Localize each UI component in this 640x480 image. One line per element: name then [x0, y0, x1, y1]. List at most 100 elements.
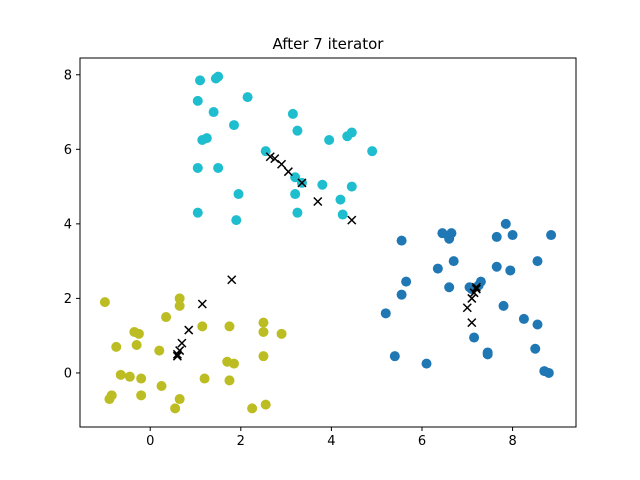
cluster-1-point — [432, 263, 443, 274]
cluster-0-point — [242, 92, 253, 103]
centroid-marker — [197, 299, 207, 309]
cluster-2-point — [111, 341, 122, 352]
centroid-marker — [467, 293, 477, 303]
cluster-1-point — [444, 282, 455, 293]
centroid-marker — [347, 215, 357, 225]
centroid-marker — [462, 303, 472, 313]
cluster-1-point — [491, 261, 502, 272]
cluster-1-point — [543, 367, 554, 378]
cluster-0-point — [337, 209, 348, 220]
centroid-marker — [297, 178, 307, 188]
cluster-0-point — [208, 107, 219, 118]
cluster-0-point — [213, 162, 224, 173]
y-tick-label: 8 — [64, 68, 72, 83]
cluster-1-point — [498, 300, 509, 311]
centroid-marker — [177, 338, 187, 348]
cluster-1-point — [444, 233, 455, 244]
y-tick-label: 2 — [64, 292, 72, 307]
cluster-0-point — [210, 73, 221, 84]
cluster-2-point — [136, 390, 147, 401]
y-tick-label: 6 — [64, 143, 72, 158]
cluster-2-point — [154, 345, 165, 356]
cluster-2-point — [229, 358, 240, 369]
cluster-0-point — [317, 179, 328, 190]
cluster-2-point — [131, 340, 142, 350]
cluster-2-point — [99, 297, 110, 308]
cluster-0-point — [231, 215, 242, 226]
cluster-0-point — [192, 162, 203, 173]
cluster-1-point — [396, 289, 407, 300]
cluster-1-point — [546, 230, 557, 241]
cluster-1-point — [448, 256, 459, 267]
centroid-marker — [270, 154, 280, 164]
cluster-2-point — [115, 369, 126, 380]
cluster-2-point — [224, 375, 235, 386]
cluster-2-point — [224, 321, 235, 332]
cluster-2-point — [174, 300, 185, 311]
x-tick-label: 8 — [508, 434, 516, 449]
centroid-marker — [283, 167, 293, 177]
centroid-marker — [277, 159, 287, 169]
x-tick-label: 4 — [327, 434, 335, 449]
cluster-2-point — [258, 326, 269, 337]
cluster-1-point — [380, 308, 391, 319]
x-tick-label: 2 — [237, 434, 245, 449]
cluster-2-point — [258, 351, 269, 362]
cluster-0-point — [233, 189, 244, 200]
cluster-0-point — [292, 125, 303, 136]
cluster-0-point — [195, 75, 206, 86]
chart-title: After 7 iterator — [273, 35, 385, 53]
cluster-1-point — [491, 231, 502, 242]
cluster-2-point — [104, 394, 115, 405]
cluster-2-point — [197, 321, 208, 332]
cluster-1-point — [401, 276, 412, 287]
y-tick-label: 4 — [64, 217, 72, 232]
centroid-marker — [467, 318, 477, 328]
cluster-0-point — [287, 108, 298, 119]
cluster-0-point — [335, 194, 346, 205]
cluster-2-point — [247, 403, 258, 414]
cluster-2-point — [136, 373, 147, 384]
cluster-1-point — [396, 235, 407, 246]
cluster-0-point — [192, 207, 203, 218]
cluster-1-point — [532, 319, 543, 330]
cluster-2-point — [174, 293, 185, 304]
cluster-2-point — [276, 328, 287, 339]
cluster-1-point — [389, 351, 400, 362]
plot-frame — [79, 57, 577, 428]
cluster-2-point — [260, 399, 271, 410]
cluster-0-point — [229, 120, 240, 131]
cluster-1-point — [421, 358, 432, 369]
cluster-1-point — [500, 218, 511, 229]
x-tick-label: 6 — [418, 434, 426, 449]
cluster-1-point — [437, 228, 448, 239]
cluster-1-point — [505, 265, 516, 276]
cluster-0-point — [324, 135, 335, 145]
axes-layer: 0 2 4 6 8 0 2 4 6 8 — [64, 68, 517, 449]
cluster-2-point — [258, 317, 269, 328]
cluster-0-point — [290, 172, 301, 183]
cluster-1-point — [469, 332, 480, 343]
centroid-marker — [227, 275, 237, 285]
cluster-2-point — [161, 312, 172, 323]
cluster-0-point — [192, 95, 203, 106]
cluster-0-point — [292, 207, 303, 218]
points-layer — [99, 71, 557, 414]
cluster-0-point — [290, 189, 301, 200]
cluster-0-point — [342, 131, 353, 142]
cluster-1-point — [530, 343, 541, 354]
centroid-marker — [313, 196, 323, 207]
y-tick-label: 0 — [64, 366, 72, 381]
cluster-1-point — [507, 230, 518, 241]
centroid-marker — [172, 351, 182, 361]
centroid-marker — [184, 325, 194, 335]
cluster-2-point — [174, 394, 185, 405]
cluster-1-point — [482, 349, 493, 360]
cluster-2-point — [199, 373, 210, 384]
x-tick-label: 0 — [146, 434, 154, 449]
cluster-2-point — [156, 381, 167, 391]
centroid-marker — [469, 288, 479, 298]
centroid-marker — [172, 349, 182, 359]
cluster-2-point — [124, 371, 135, 382]
